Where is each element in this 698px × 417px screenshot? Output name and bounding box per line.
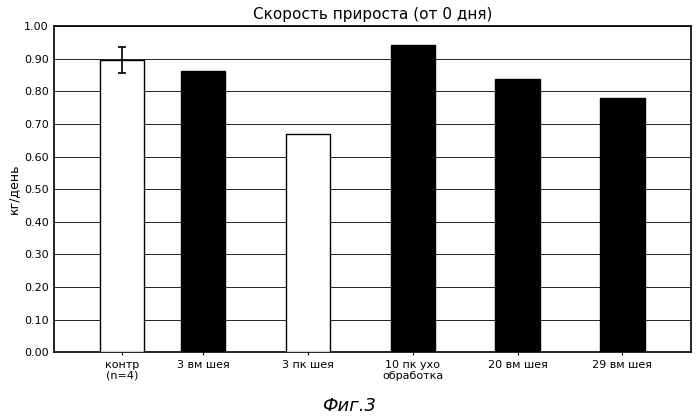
Bar (600, 98, 645, 352)
Bar (496, 79, 540, 352)
Bar (285, 134, 330, 352)
Bar (100, 60, 144, 352)
Bar (391, 45, 435, 352)
Title: Скорость прироста (от 0 дня): Скорость прироста (от 0 дня) (253, 7, 492, 22)
Text: Фиг.3: Фиг.3 (322, 397, 376, 415)
Bar (181, 71, 225, 352)
Y-axis label: кг/день: кг/день (7, 164, 20, 214)
